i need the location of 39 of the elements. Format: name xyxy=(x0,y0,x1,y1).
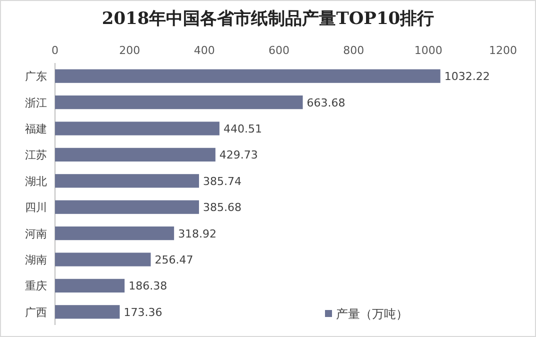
y-tick-label: 江苏 xyxy=(25,148,47,162)
x-tick-label: 400 xyxy=(194,44,215,57)
bar xyxy=(55,95,303,110)
data-label: 256.47 xyxy=(154,254,194,266)
bar xyxy=(55,305,120,319)
data-label: 318.92 xyxy=(178,227,217,240)
x-tick-label: 800 xyxy=(343,44,364,57)
legend-label: 产量（万吨） xyxy=(336,307,408,321)
data-label: 385.74 xyxy=(203,174,242,188)
bar xyxy=(55,69,440,83)
y-tick-label: 湖南 xyxy=(25,254,47,266)
data-label: 173.36 xyxy=(124,306,162,319)
y-tick-label: 广西 xyxy=(25,306,47,319)
bar xyxy=(55,200,199,214)
bar xyxy=(55,278,125,293)
y-tick-label: 四川 xyxy=(25,201,47,214)
y-tick-label: 湖北 xyxy=(25,174,47,188)
x-tick-label: 0 xyxy=(52,44,58,57)
y-tick-label: 重庆 xyxy=(25,280,47,293)
bar xyxy=(55,174,200,188)
x-tick-label: 200 xyxy=(119,44,140,57)
x-tick-label: 1000 xyxy=(414,44,442,57)
x-tick-label: 600 xyxy=(268,44,290,57)
x-tick-label: 1200 xyxy=(489,44,517,57)
y-tick-label: 福建 xyxy=(25,122,47,136)
y-tick-label: 河南 xyxy=(25,227,47,240)
y-tick-label: 浙江 xyxy=(25,96,47,110)
data-label: 663.68 xyxy=(306,96,346,110)
data-label: 429.73 xyxy=(219,148,258,162)
chart-title: 2018年中国各省市纸制品产量TOP10排行 xyxy=(102,9,434,29)
bar xyxy=(55,252,151,266)
data-label: 1032.22 xyxy=(444,70,490,84)
data-label: 440.51 xyxy=(223,122,262,136)
bar xyxy=(55,122,220,136)
bar xyxy=(55,226,174,240)
data-label: 186.38 xyxy=(128,280,168,293)
bar xyxy=(55,148,216,162)
data-label: 385.68 xyxy=(202,201,242,214)
y-tick-label: 广东 xyxy=(25,70,47,84)
